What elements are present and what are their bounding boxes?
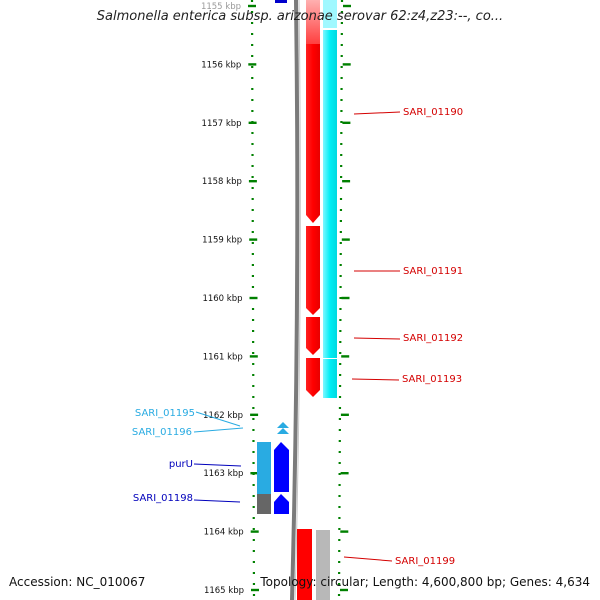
pseudo-feature: [316, 530, 330, 600]
ruler-tick-label: 1163 kbp: [203, 469, 243, 479]
cds-sari-01190-fade: [306, 0, 320, 50]
cds-sari-01199: [297, 529, 312, 600]
gene-callout-line: [353, 337, 401, 340]
gene-label-sari-01191[interactable]: SARI_01191: [403, 266, 463, 277]
ruler-tick-label: 1157 kbp: [202, 119, 242, 129]
ruler-tick-label: 1164 kbp: [204, 528, 244, 538]
cds-sari-01193: [306, 358, 320, 397]
cds-purU: [274, 442, 289, 492]
ruler-tick-label: 1156 kbp: [201, 60, 241, 70]
cds-sari-01191: [306, 226, 320, 315]
genome-backbone: [290, 0, 300, 600]
reverse-track: [257, 0, 289, 514]
forward-gene-track: [323, 0, 337, 398]
forward-cds-track: [297, 0, 330, 600]
ruler-tick-marks: [248, 4, 351, 592]
ruler-track-left: [250, 0, 256, 600]
gene-purU: [257, 442, 271, 494]
top-blue-marker: [275, 0, 287, 3]
cds-sari-01192: [306, 317, 320, 355]
gene-label-sari-01196[interactable]: SARI_01196: [132, 427, 192, 438]
gene-callout-line: [193, 427, 244, 433]
genome-summary: Topology: circular; Length: 4,600,800 bp…: [260, 575, 590, 589]
gene-sari-01195-marker: [277, 422, 289, 428]
gene-callouts: SARI_01190 SARI_01191 SARI_01192 SARI_01193…: [132, 107, 463, 567]
ruler-tick-label: 1158 kbp: [202, 177, 242, 187]
ruler-tick-label: 1165 kbp: [204, 586, 244, 596]
ruler-tick-label: 1161 kbp: [203, 352, 243, 362]
ruler-track-right: [337, 0, 344, 600]
gene-callout-line: [351, 378, 400, 381]
ruler-tick-label: 1162 kbp: [203, 411, 243, 421]
gene-sari-01198: [257, 494, 271, 514]
gene-label-sari-01199[interactable]: SARI_01199: [395, 556, 455, 567]
gene-label-sari-01193[interactable]: SARI_01193: [402, 374, 462, 385]
gene-callout-line: [195, 411, 241, 427]
gene-label-puru[interactable]: purU: [169, 459, 193, 470]
accession-label: Accession: NC_010067: [9, 575, 146, 589]
gene-label-sari-01198[interactable]: SARI_01198: [133, 493, 193, 504]
gene-callout-line: [353, 111, 401, 115]
ruler-tick-label: 1155 kbp: [201, 2, 241, 12]
ruler-tick-label: 1160 kbp: [202, 294, 242, 304]
gene-block-2: [323, 30, 337, 358]
gene-callout-line: [343, 556, 393, 562]
gene-label-sari-01190[interactable]: SARI_01190: [403, 107, 463, 118]
gene-block-3: [323, 359, 337, 398]
genome-title: Salmonella enterica subsp. arizonae sero…: [96, 9, 504, 24]
ruler-tick-label: 1159 kbp: [202, 236, 242, 246]
gene-callout-line: [193, 463, 242, 467]
cds-sari-01198: [274, 494, 289, 514]
gene-label-sari-01192[interactable]: SARI_01192: [403, 333, 463, 344]
gene-block-1: [323, 0, 337, 28]
gene-label-sari-01195[interactable]: SARI_01195: [135, 408, 195, 419]
gene-callout-line: [193, 499, 241, 503]
ruler-tick-labels: 1155 kbp 1156 kbp 1157 kbp 1158 kbp 1159 kbp…: [201, 2, 244, 596]
gene-sari-01196-marker: [277, 428, 289, 434]
cds-sari-01190: [306, 44, 320, 223]
